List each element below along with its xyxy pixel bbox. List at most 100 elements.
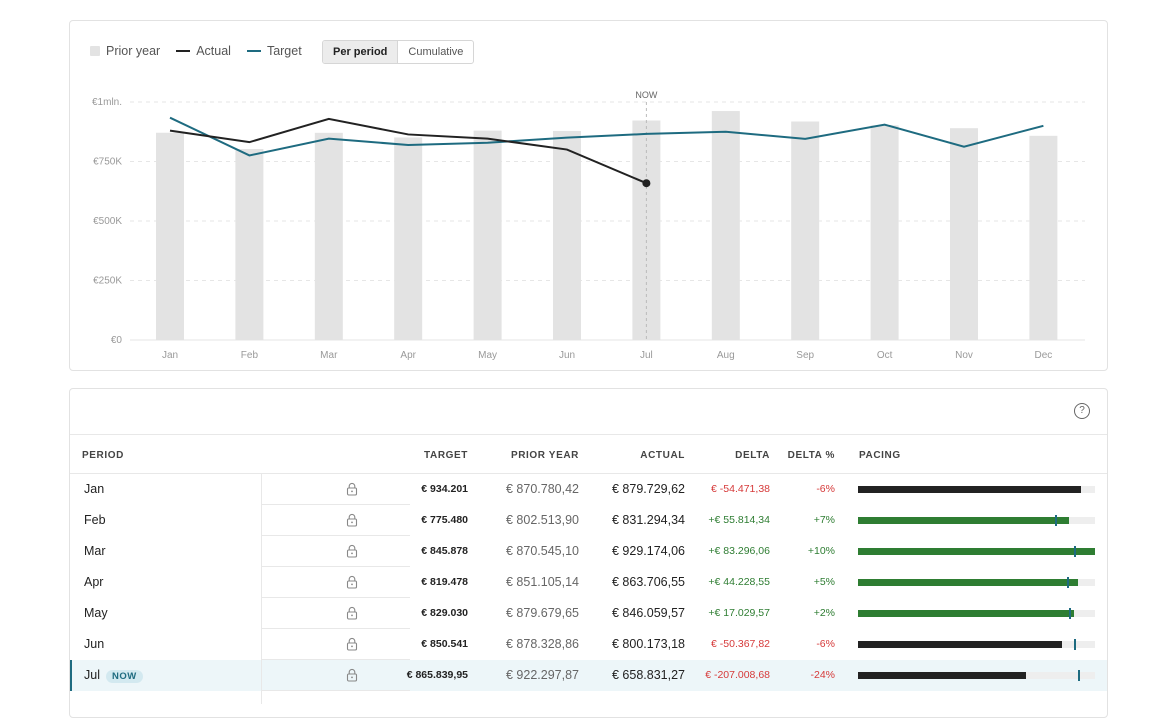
target-cell[interactable]: € 775.480 xyxy=(421,514,468,526)
x-tick-label: Feb xyxy=(241,350,259,361)
prior-year-cell: € 879.679,65 xyxy=(506,606,579,620)
period-cell: Apr xyxy=(84,575,103,589)
lock-icon[interactable] xyxy=(346,606,358,620)
legend-actual[interactable]: Actual xyxy=(176,44,231,58)
y-tick-label: €0 xyxy=(111,335,123,346)
target-cell[interactable]: € 845.878 xyxy=(421,545,468,557)
pacing-fill xyxy=(858,548,1095,555)
now-indicator xyxy=(70,660,72,691)
pacing-bar xyxy=(858,639,1095,650)
target-cell[interactable]: € 819.478 xyxy=(421,576,468,588)
row-separator xyxy=(261,659,410,660)
actual-swatch xyxy=(176,50,191,52)
col-target[interactable]: TARGET xyxy=(424,450,468,461)
prior-year-cell: € 870.780,42 xyxy=(506,482,579,496)
prior-year-bar xyxy=(394,137,423,340)
x-tick-label: Mar xyxy=(320,350,338,361)
col-pacing[interactable]: PACING xyxy=(859,450,901,461)
lock-icon[interactable] xyxy=(346,668,358,682)
prior-year-bar xyxy=(711,111,740,340)
table-row[interactable]: Jan € 934.201 € 870.780,42 € 879.729,62 € -5… xyxy=(70,474,1107,505)
pacing-fill xyxy=(858,672,1027,679)
period-cell: Jun xyxy=(84,637,104,651)
target-swatch xyxy=(246,50,261,52)
target-cell[interactable]: € 829.030 xyxy=(421,607,468,619)
prior-year-bar xyxy=(1029,135,1058,340)
lock-icon[interactable] xyxy=(346,482,358,496)
pacing-target-marker xyxy=(1078,670,1081,681)
pacing-target-marker xyxy=(1068,608,1071,619)
delta-pct-cell: -6% xyxy=(816,483,835,495)
help-icon[interactable]: ? xyxy=(1074,403,1090,419)
legend-actual-label: Actual xyxy=(196,44,231,58)
prior-year-bar xyxy=(235,149,264,340)
delta-cell: +€ 44.228,55 xyxy=(708,576,770,588)
period-cell: Jan xyxy=(84,482,104,496)
pacing-fill xyxy=(858,641,1062,648)
actual-current-point xyxy=(642,179,651,188)
delta-pct-cell: +10% xyxy=(807,545,835,557)
y-tick-label: €750K xyxy=(93,157,122,168)
legend-prior-year[interactable]: Prior year xyxy=(90,44,160,58)
pacing-fill xyxy=(858,486,1081,493)
row-separator xyxy=(261,535,410,536)
lock-icon[interactable] xyxy=(346,637,358,651)
now-badge: NOW xyxy=(105,670,143,683)
x-tick-label: Aug xyxy=(717,350,735,361)
row-separator xyxy=(261,690,410,691)
delta-pct-cell: -6% xyxy=(816,638,835,650)
delta-pct-cell: -24% xyxy=(810,669,835,681)
x-tick-label: Jun xyxy=(559,350,575,361)
actual-cell: € 863.706,55 xyxy=(612,575,685,589)
target-cell[interactable]: € 865.839,95 xyxy=(406,669,468,681)
prior-year-bar xyxy=(473,130,502,340)
target-cell[interactable]: € 850.541 xyxy=(421,638,468,650)
table-row[interactable]: May € 829.030 € 879.679,65 € 846.059,57 +€ 1… xyxy=(70,598,1107,629)
x-tick-label: Nov xyxy=(955,350,973,361)
lock-icon[interactable] xyxy=(346,513,358,527)
table-row[interactable]: Jun € 850.541 € 878.328,86 € 800.173,18 € -5… xyxy=(70,629,1107,660)
column-divider xyxy=(261,474,262,704)
period-mode-toggle: Per period Cumulative xyxy=(322,40,475,64)
prior-year-cell: € 878.328,86 xyxy=(506,637,579,651)
actual-cell: € 831.294,34 xyxy=(612,513,685,527)
period-label: Jul xyxy=(84,668,100,682)
pacing-bar xyxy=(858,546,1095,557)
row-separator xyxy=(261,566,410,567)
period-cell: Mar xyxy=(84,544,106,558)
pacing-bar xyxy=(858,515,1095,526)
per-period-button[interactable]: Per period xyxy=(323,41,399,63)
x-tick-label: Dec xyxy=(1035,350,1053,361)
lock-icon[interactable] xyxy=(346,575,358,589)
col-period[interactable]: PERIOD xyxy=(82,450,124,461)
cumulative-button[interactable]: Cumulative xyxy=(408,46,464,58)
period-cell: Jul NOW xyxy=(84,668,143,683)
period-cell: Feb xyxy=(84,513,106,527)
table-row[interactable]: Feb € 775.480 € 802.513,90 € 831.294,34 +€ 5… xyxy=(70,505,1107,536)
y-tick-label: €1mln. xyxy=(92,97,122,108)
period-label: Feb xyxy=(84,513,106,527)
legend-target[interactable]: Target xyxy=(246,44,302,58)
pacing-bar xyxy=(858,670,1095,681)
delta-cell: +€ 17.029,57 xyxy=(708,607,770,619)
pacing-target-marker xyxy=(1073,639,1076,650)
prior-year-bar xyxy=(791,121,820,341)
prior-year-cell: € 802.513,90 xyxy=(506,513,579,527)
prior-year-bar xyxy=(553,130,581,340)
delta-pct-cell: +7% xyxy=(813,514,835,526)
table-row[interactable]: Jul NOW € 865.839,95 € 922.297,87 € 658.831,… xyxy=(70,660,1107,691)
prior-year-cell: € 851.105,14 xyxy=(506,575,579,589)
col-delta-pct[interactable]: DELTA % xyxy=(787,450,835,461)
x-tick-label: Oct xyxy=(877,350,893,361)
table-row[interactable]: Mar € 845.878 € 870.545,10 € 929.174,06 +€ 8… xyxy=(70,536,1107,567)
prior-year-bar xyxy=(156,132,184,340)
lock-icon[interactable] xyxy=(346,544,358,558)
col-delta[interactable]: DELTA xyxy=(735,450,770,461)
col-actual[interactable]: ACTUAL xyxy=(640,450,685,461)
prior-year-bar xyxy=(870,125,899,340)
target-cell[interactable]: € 934.201 xyxy=(421,483,468,495)
col-prior-year[interactable]: PRIOR YEAR xyxy=(510,450,579,461)
delta-cell: € -54.471,38 xyxy=(711,483,770,495)
table-row[interactable]: Apr € 819.478 € 851.105,14 € 863.706,55 +€ 4… xyxy=(70,567,1107,598)
actual-cell: € 879.729,62 xyxy=(612,482,685,496)
